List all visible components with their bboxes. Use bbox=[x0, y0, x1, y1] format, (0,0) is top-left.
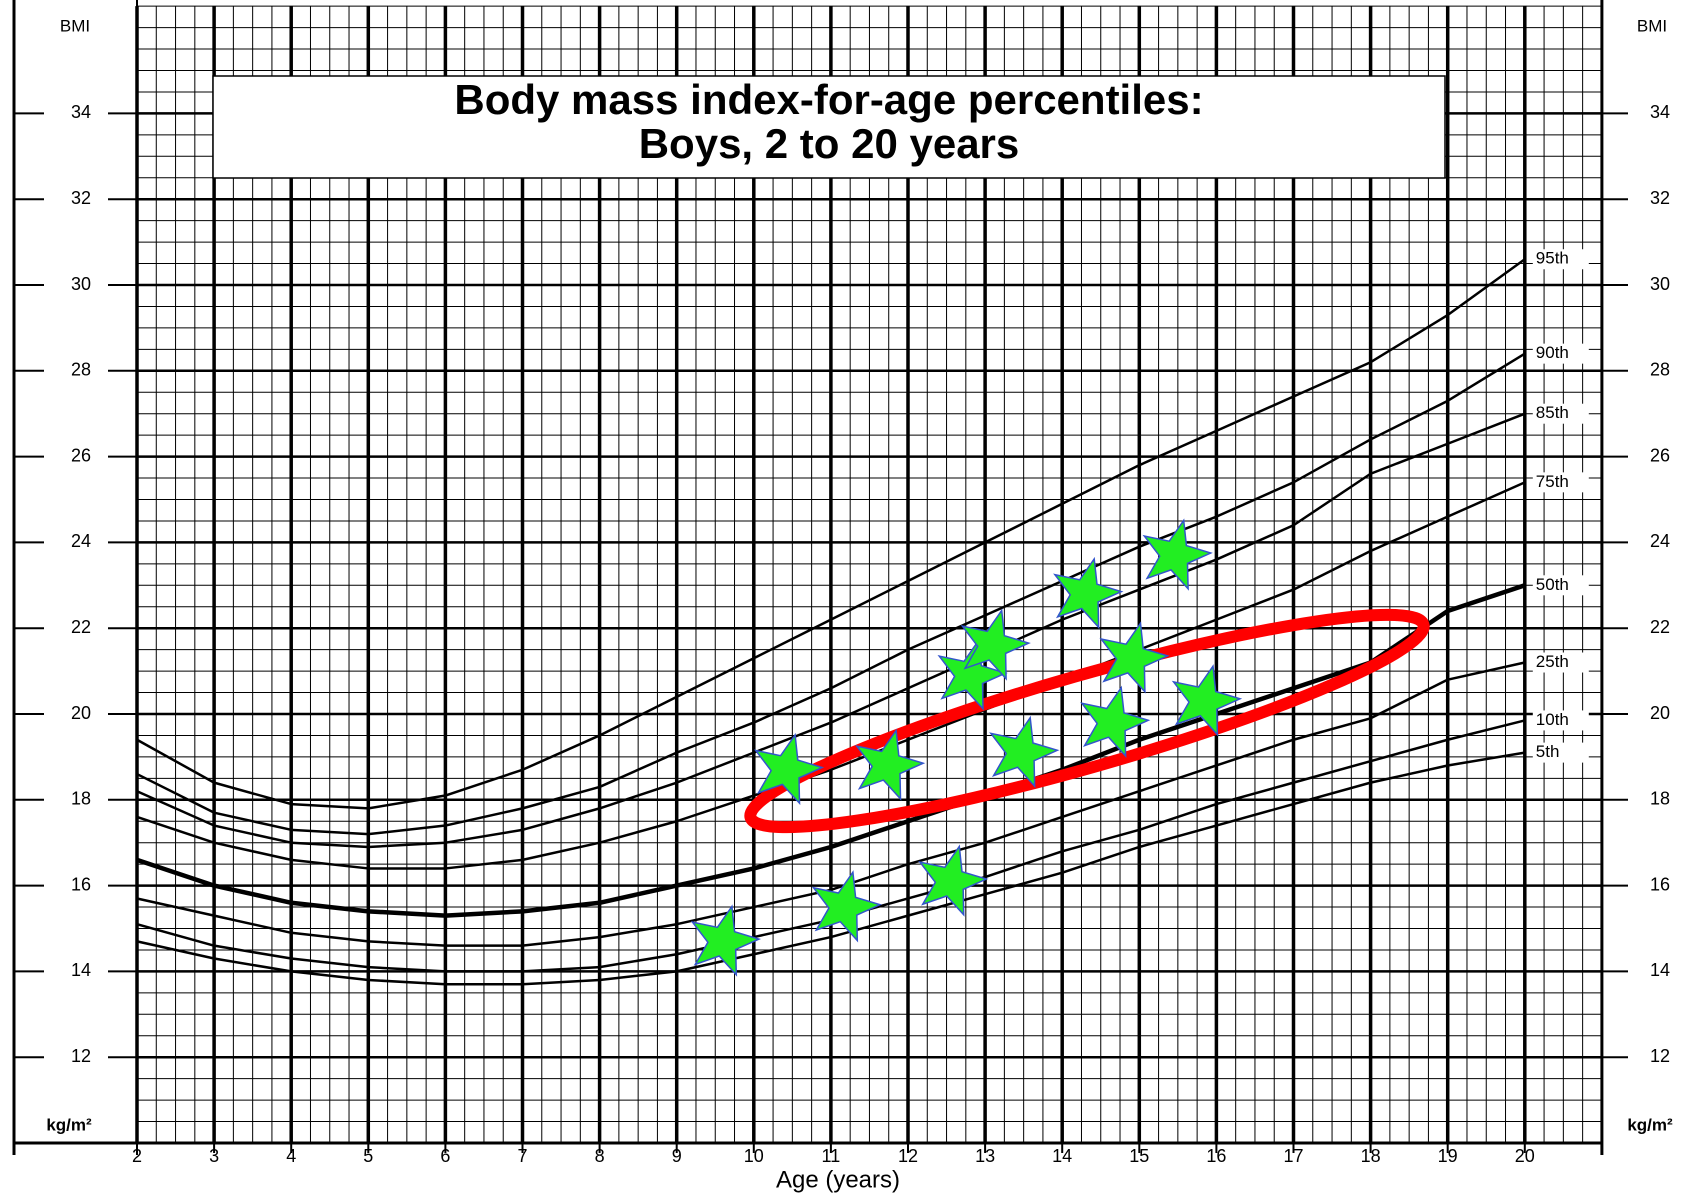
percentile-curve bbox=[136, 661, 1526, 947]
y-tick-label: 26 bbox=[1650, 445, 1670, 465]
x-tick-label: 16 bbox=[1206, 1146, 1226, 1166]
stars bbox=[690, 518, 1243, 977]
x-tick-label: 14 bbox=[1052, 1146, 1072, 1166]
curve-label-bg bbox=[1532, 742, 1589, 763]
percentile-curve bbox=[136, 352, 1526, 836]
y-tick-label: 22 bbox=[1650, 617, 1670, 637]
star-point bbox=[960, 608, 1031, 681]
y-tick-label: 24 bbox=[71, 531, 91, 551]
x-tick-label: 19 bbox=[1438, 1146, 1458, 1166]
percentile-curve bbox=[136, 258, 1526, 810]
y-tick-label: 12 bbox=[71, 1046, 91, 1066]
chart-title: Boys, 2 to 20 years bbox=[639, 120, 1020, 167]
x-tick-label: 15 bbox=[1129, 1146, 1149, 1166]
x-tick-label: 5 bbox=[363, 1146, 373, 1166]
y-tick-label: 22 bbox=[71, 617, 91, 637]
x-tick-label: 17 bbox=[1283, 1146, 1303, 1166]
star-point bbox=[937, 638, 1008, 711]
y-tick-label: 18 bbox=[71, 789, 91, 809]
star-point bbox=[989, 715, 1060, 789]
y-axis-unit: kg/m² bbox=[46, 1115, 92, 1134]
percentile-curve bbox=[136, 481, 1526, 870]
highlight-ellipse bbox=[744, 608, 1430, 834]
title-box bbox=[212, 75, 1446, 179]
y-tick-label: 28 bbox=[1650, 360, 1670, 380]
y-tick-label: 34 bbox=[1650, 102, 1670, 122]
x-tick-label: 4 bbox=[286, 1146, 296, 1166]
star-point bbox=[1099, 621, 1170, 694]
y-axis-label: BMI bbox=[60, 16, 90, 35]
y-tick-label: 32 bbox=[71, 188, 91, 208]
curve-label: 75th bbox=[1536, 472, 1569, 491]
y-tick-label: 34 bbox=[71, 102, 91, 122]
curve-label-bg bbox=[1532, 403, 1589, 424]
y-tick-label: 30 bbox=[1650, 274, 1670, 294]
y-tick-label: 24 bbox=[1650, 531, 1670, 551]
y-tick-label: 32 bbox=[1650, 188, 1670, 208]
x-tick-label: 18 bbox=[1361, 1146, 1381, 1166]
x-tick-label: 11 bbox=[822, 1146, 841, 1166]
curve-label: 95th bbox=[1536, 249, 1569, 268]
percentile-curve bbox=[136, 583, 1526, 918]
x-tick-label: 2 bbox=[132, 1146, 142, 1166]
x-tick-label: 12 bbox=[898, 1146, 918, 1166]
percentile-curve bbox=[136, 751, 1526, 986]
y-tick-label: 14 bbox=[71, 960, 91, 980]
y-tick-label: 12 bbox=[1650, 1046, 1670, 1066]
x-tick-label: 3 bbox=[209, 1146, 219, 1166]
star-point bbox=[1053, 556, 1124, 630]
curve-label: 50th bbox=[1536, 575, 1569, 594]
y-tick-label: 28 bbox=[71, 360, 91, 380]
percentile-curve bbox=[136, 412, 1526, 849]
y-tick-label: 20 bbox=[71, 703, 91, 723]
y-tick-label: 30 bbox=[71, 274, 91, 294]
x-tick-label: 20 bbox=[1515, 1146, 1535, 1166]
star-point bbox=[1080, 685, 1151, 758]
y-tick-label: 14 bbox=[1650, 960, 1670, 980]
x-tick-label: 8 bbox=[595, 1146, 605, 1166]
y-tick-label: 18 bbox=[1650, 789, 1670, 809]
curve-label-bg bbox=[1532, 472, 1589, 493]
star-point bbox=[690, 904, 762, 977]
star-point bbox=[1142, 518, 1213, 591]
curve-label: 85th bbox=[1536, 403, 1569, 422]
star-point bbox=[811, 870, 883, 943]
curve-label: 10th bbox=[1536, 710, 1569, 729]
chart-title: Body mass index-for-age percentiles: bbox=[454, 76, 1203, 123]
x-axis-label: Age (years) bbox=[776, 1166, 900, 1193]
y-tick-label: 20 bbox=[1650, 703, 1670, 723]
star-point bbox=[918, 844, 989, 917]
y-tick-label: 16 bbox=[71, 874, 91, 894]
star-point bbox=[753, 732, 825, 806]
curve-label: 5th bbox=[1536, 742, 1560, 761]
y-axis-label: BMI bbox=[1637, 16, 1667, 35]
curve-label-bg bbox=[1532, 652, 1589, 673]
curve-label: 90th bbox=[1536, 343, 1569, 362]
x-tick-label: 7 bbox=[517, 1146, 527, 1166]
y-axis-unit: kg/m² bbox=[1627, 1115, 1673, 1134]
curve-label-bg bbox=[1532, 575, 1589, 596]
x-tick-label: 9 bbox=[672, 1146, 682, 1166]
curve-label: 25th bbox=[1536, 652, 1569, 671]
star-point bbox=[854, 728, 926, 801]
x-tick-label: 13 bbox=[975, 1146, 995, 1166]
curve-label-bg bbox=[1532, 249, 1589, 270]
x-tick-label: 10 bbox=[744, 1146, 764, 1166]
curve-label-bg bbox=[1532, 343, 1589, 364]
x-tick-label: 6 bbox=[440, 1146, 450, 1166]
curve-label-bg bbox=[1532, 710, 1589, 731]
star-point bbox=[1171, 664, 1243, 737]
y-tick-label: 26 bbox=[71, 445, 91, 465]
y-tick-label: 16 bbox=[1650, 874, 1670, 894]
